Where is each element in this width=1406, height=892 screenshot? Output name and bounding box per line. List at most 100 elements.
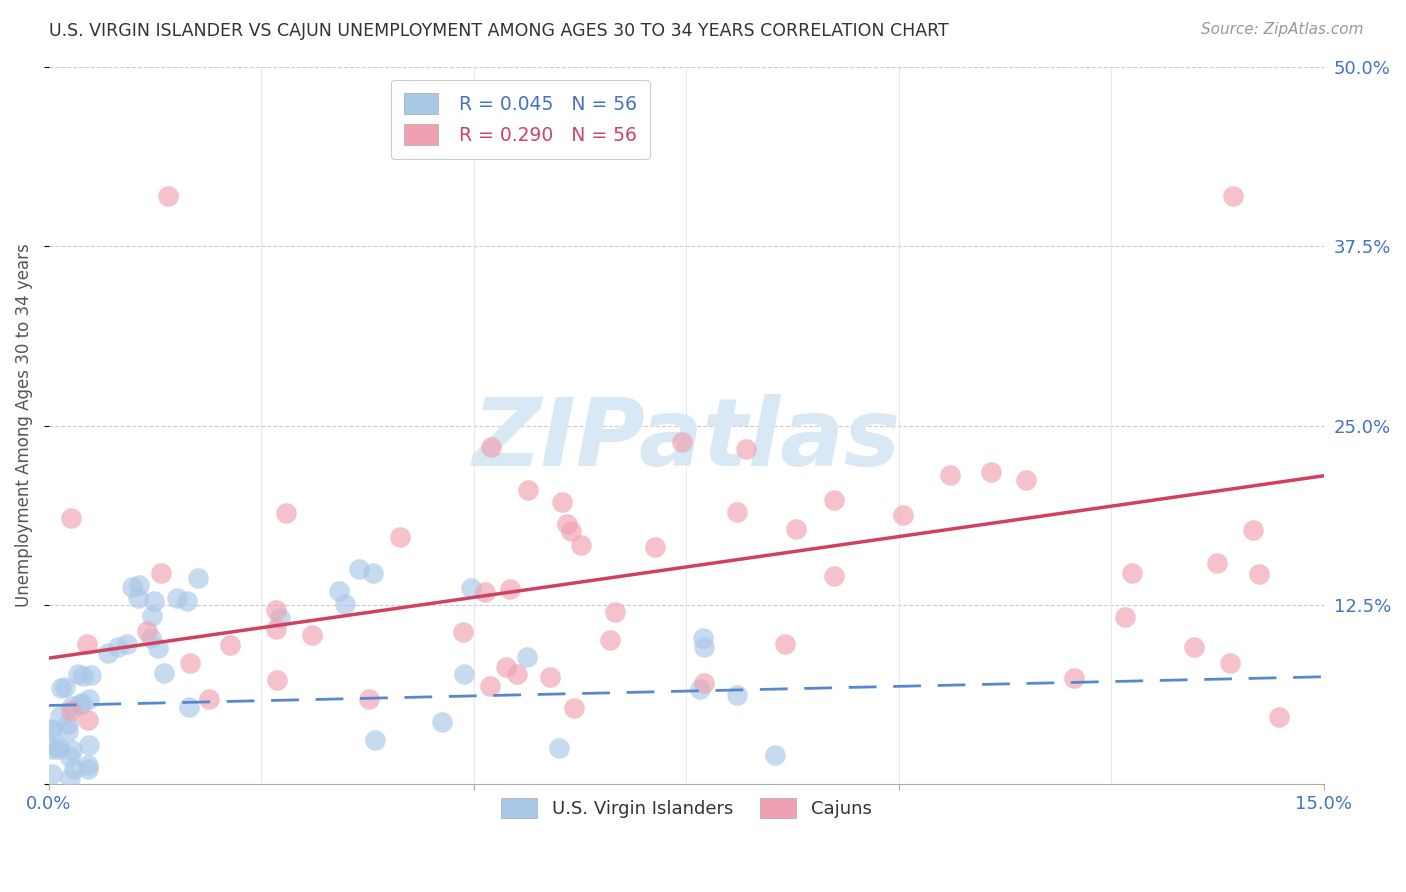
- Point: [785, 522, 807, 536]
- Point: [274, 506, 297, 520]
- Point: [516, 650, 538, 665]
- Text: Source: ZipAtlas.com: Source: ZipAtlas.com: [1201, 22, 1364, 37]
- Y-axis label: Unemployment Among Ages 30 to 34 years: Unemployment Among Ages 30 to 34 years: [15, 244, 32, 607]
- Point: [540, 670, 562, 684]
- Text: ZIPatlas: ZIPatlas: [472, 394, 900, 486]
- Point: [266, 673, 288, 687]
- Point: [693, 675, 716, 690]
- Point: [333, 598, 356, 612]
- Point: [939, 468, 962, 483]
- Point: [79, 667, 101, 681]
- Point: [153, 665, 176, 680]
- Point: [693, 640, 716, 654]
- Point: [301, 628, 323, 642]
- Point: [453, 624, 475, 639]
- Point: [453, 666, 475, 681]
- Point: [72, 669, 94, 683]
- Point: [548, 740, 571, 755]
- Point: [156, 189, 179, 203]
- Point: [364, 732, 387, 747]
- Point: [1063, 672, 1085, 686]
- Point: [692, 631, 714, 645]
- Point: [219, 638, 242, 652]
- Point: [59, 750, 82, 764]
- Point: [121, 580, 143, 594]
- Point: [474, 585, 496, 599]
- Point: [1114, 610, 1136, 624]
- Point: [478, 679, 501, 693]
- Point: [77, 692, 100, 706]
- Point: [1014, 473, 1036, 487]
- Point: [49, 709, 72, 723]
- Point: [479, 440, 502, 454]
- Point: [150, 566, 173, 580]
- Point: [97, 646, 120, 660]
- Point: [60, 698, 83, 713]
- Point: [179, 699, 201, 714]
- Point: [689, 682, 711, 697]
- Point: [1222, 189, 1244, 203]
- Point: [499, 582, 522, 596]
- Point: [266, 622, 288, 636]
- Point: [76, 758, 98, 772]
- Point: [51, 681, 73, 695]
- Point: [59, 511, 82, 525]
- Point: [361, 566, 384, 580]
- Point: [41, 767, 63, 781]
- Point: [77, 713, 100, 727]
- Point: [460, 582, 482, 596]
- Point: [1247, 566, 1270, 581]
- Point: [357, 692, 380, 706]
- Point: [763, 747, 786, 762]
- Point: [389, 529, 412, 543]
- Point: [48, 740, 70, 755]
- Point: [76, 637, 98, 651]
- Point: [79, 738, 101, 752]
- Point: [69, 698, 91, 712]
- Point: [187, 571, 209, 585]
- Point: [135, 624, 157, 638]
- Point: [63, 762, 86, 776]
- Point: [349, 562, 371, 576]
- Point: [599, 633, 621, 648]
- Point: [432, 714, 454, 729]
- Point: [141, 608, 163, 623]
- Point: [143, 594, 166, 608]
- Point: [148, 641, 170, 656]
- Point: [603, 605, 626, 619]
- Point: [60, 704, 83, 718]
- Point: [1241, 524, 1264, 538]
- Point: [46, 742, 69, 756]
- Point: [41, 742, 63, 756]
- Point: [560, 524, 582, 538]
- Point: [1267, 710, 1289, 724]
- Point: [506, 666, 529, 681]
- Point: [53, 680, 76, 694]
- Point: [562, 701, 585, 715]
- Point: [59, 772, 82, 786]
- Point: [179, 657, 201, 671]
- Point: [725, 689, 748, 703]
- Point: [1121, 566, 1143, 580]
- Point: [891, 508, 914, 523]
- Point: [1219, 657, 1241, 671]
- Point: [76, 763, 98, 777]
- Point: [139, 631, 162, 645]
- Point: [60, 743, 83, 757]
- Point: [56, 717, 79, 731]
- Point: [671, 434, 693, 449]
- Point: [517, 483, 540, 497]
- Point: [734, 442, 756, 456]
- Point: [70, 696, 93, 710]
- Point: [166, 591, 188, 606]
- Point: [328, 584, 350, 599]
- Point: [66, 666, 89, 681]
- Point: [725, 505, 748, 519]
- Point: [128, 578, 150, 592]
- Point: [198, 692, 221, 706]
- Legend: U.S. Virgin Islanders, Cajuns: U.S. Virgin Islanders, Cajuns: [494, 790, 879, 826]
- Point: [127, 591, 149, 605]
- Point: [1182, 640, 1205, 655]
- Point: [1205, 556, 1227, 570]
- Point: [823, 493, 845, 508]
